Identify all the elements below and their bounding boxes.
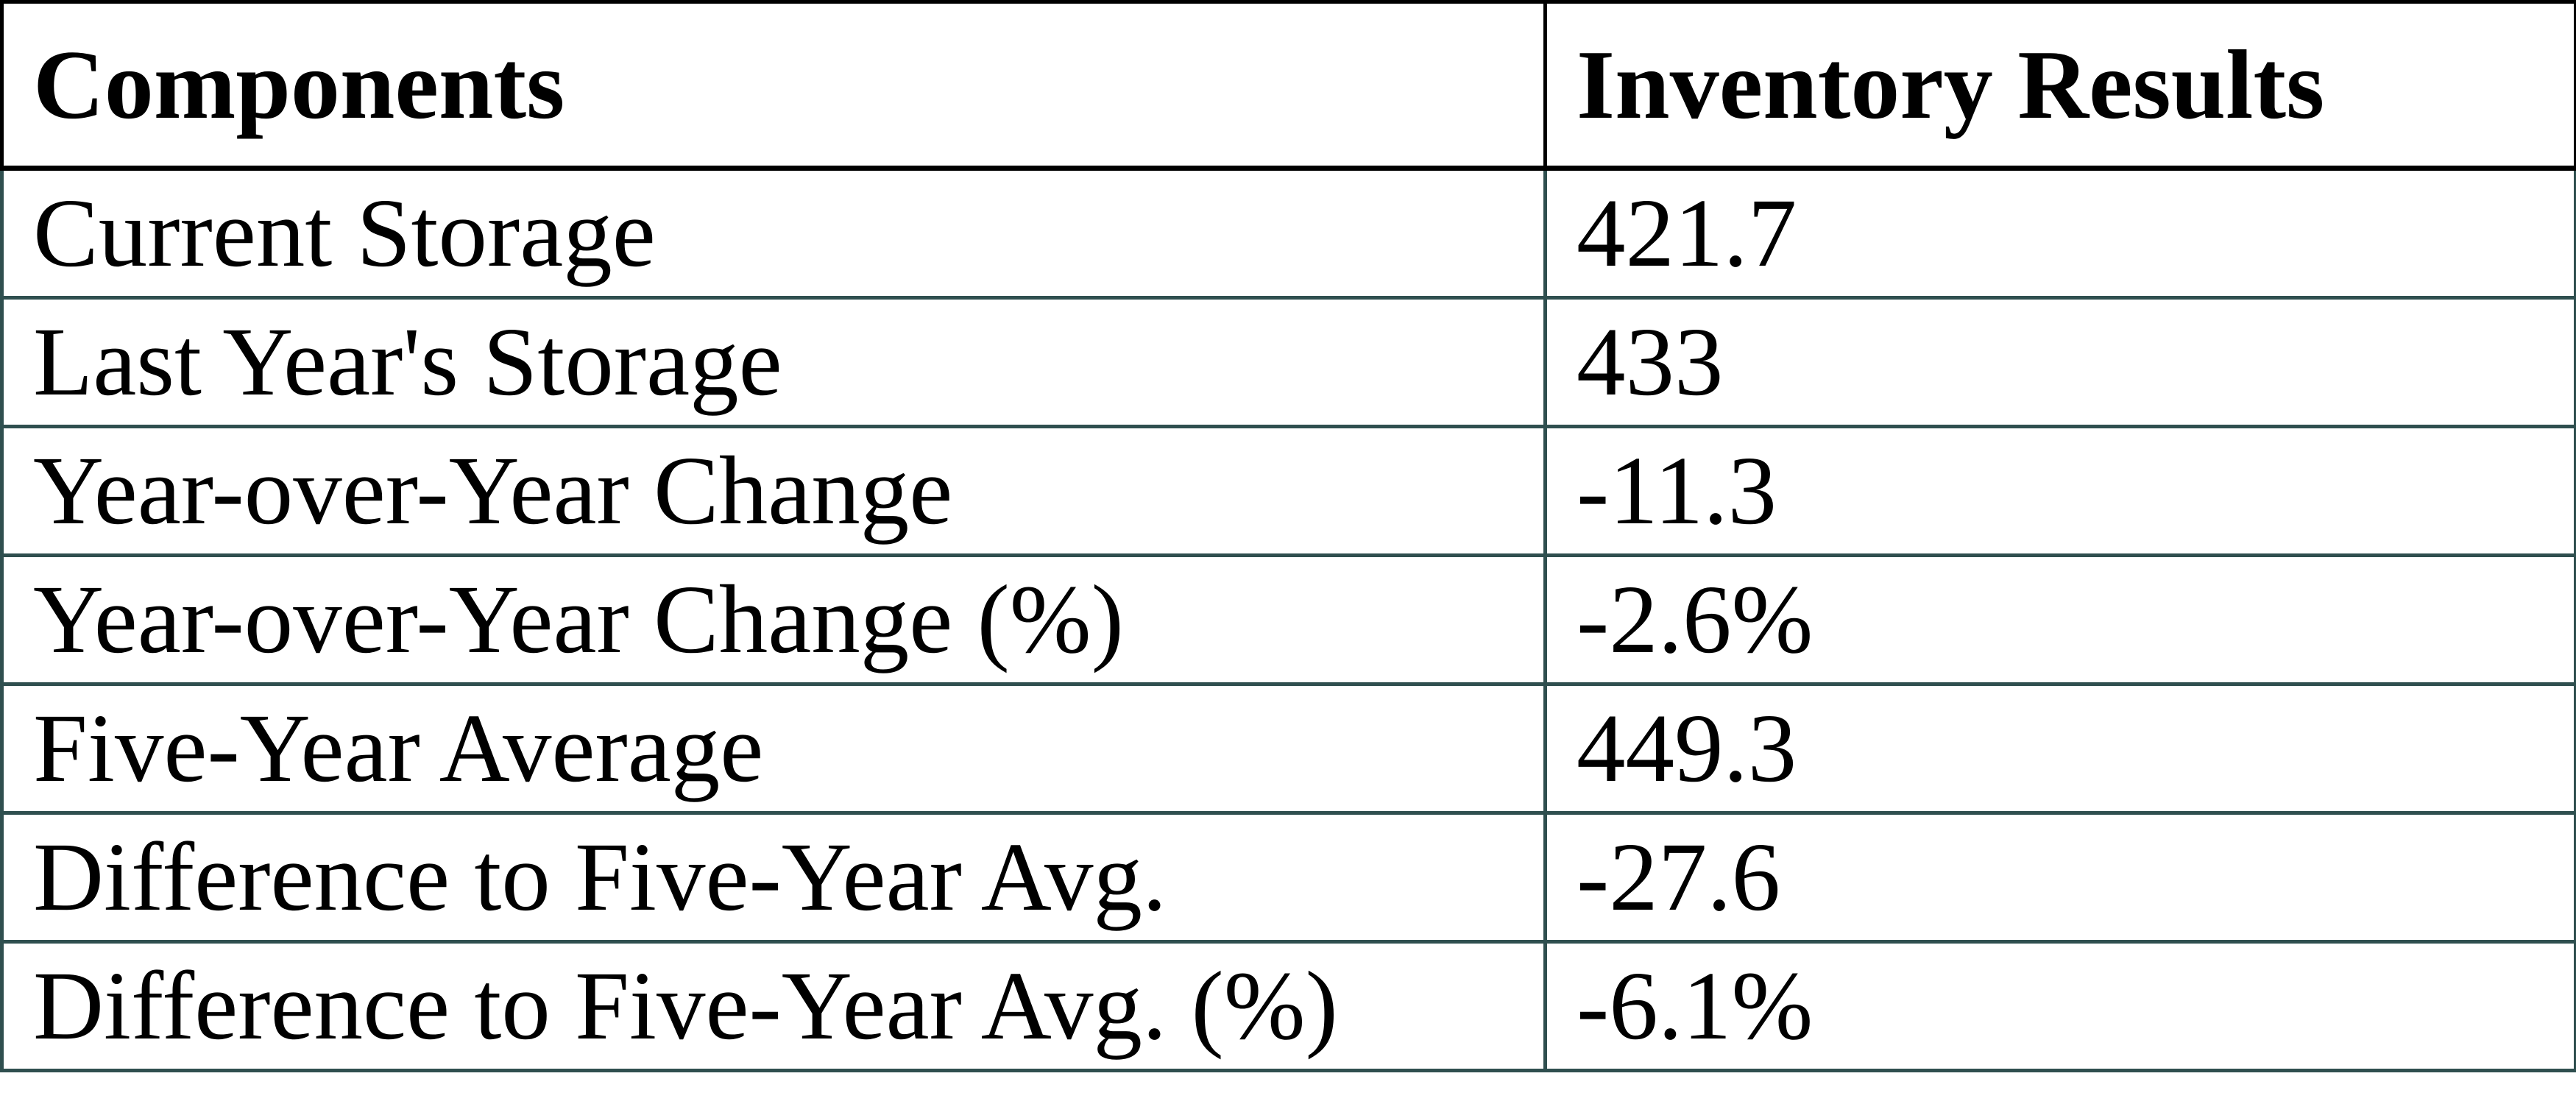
- row-label: Last Year's Storage: [0, 296, 1547, 428]
- row-value: 433: [1543, 296, 2576, 428]
- inventory-results-table: Components Inventory Results Current Sto…: [0, 0, 2576, 1072]
- table-row: Current Storage 421.7: [0, 166, 2576, 300]
- row-label: Year-over-Year Change (%): [0, 553, 1547, 686]
- table-row: Difference to Five-Year Avg. (%) -6.1%: [0, 940, 2576, 1072]
- row-value: 421.7: [1543, 166, 2576, 300]
- row-label: Difference to Five-Year Avg. (%): [0, 940, 1547, 1072]
- row-label: Year-over-Year Change: [0, 425, 1547, 557]
- table-row: Five-Year Average 449.3: [0, 682, 2576, 815]
- row-value: 449.3: [1543, 682, 2576, 815]
- row-value: -2.6%: [1543, 553, 2576, 686]
- row-label: Difference to Five-Year Avg.: [0, 811, 1547, 944]
- table-row: Year-over-Year Change (%) -2.6%: [0, 553, 2576, 686]
- table-row: Year-over-Year Change -11.3: [0, 425, 2576, 557]
- column-header-inventory-results: Inventory Results: [1543, 0, 2576, 171]
- column-header-components: Components: [0, 0, 1547, 171]
- table-row: Last Year's Storage 433: [0, 296, 2576, 428]
- row-label: Current Storage: [0, 166, 1547, 300]
- row-value: -11.3: [1543, 425, 2576, 557]
- row-value: -27.6: [1543, 811, 2576, 944]
- header-row: Components Inventory Results: [0, 0, 2576, 171]
- table-row: Difference to Five-Year Avg. -27.6: [0, 811, 2576, 944]
- row-label: Five-Year Average: [0, 682, 1547, 815]
- row-value: -6.1%: [1543, 940, 2576, 1072]
